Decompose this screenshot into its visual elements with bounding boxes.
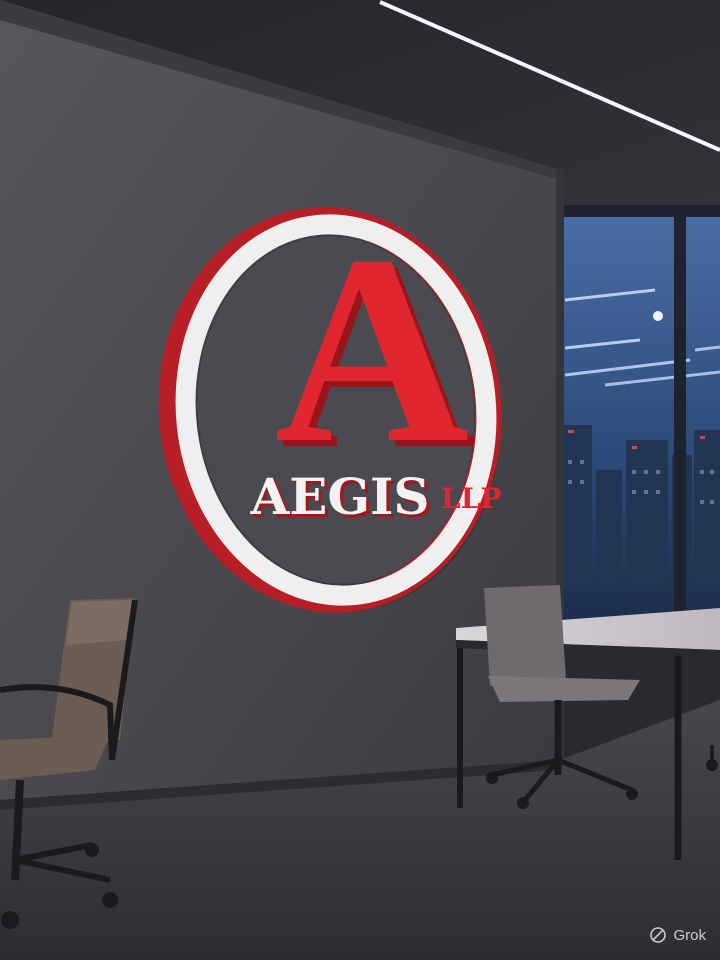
city-skyline: [562, 425, 720, 590]
grok-logo-icon: [650, 927, 667, 943]
watermark-label: Grok: [673, 926, 706, 944]
logo-name: AEGIS: [249, 467, 429, 526]
wall-ceiling-edge: [0, 0, 560, 180]
ceiling-light-strip: [379, 0, 720, 152]
office-chair-left: [0, 598, 138, 929]
watermark: Grok: [649, 926, 706, 944]
logo-sign: [158, 207, 502, 613]
office-chair-right: [484, 585, 640, 809]
logo-letter-shadow: A: [281, 206, 476, 505]
window-mullion: [674, 210, 686, 630]
logo-name-shadow: AEGIS: [252, 470, 432, 529]
logo-suffix: LLP: [441, 482, 501, 515]
logo-letter: A: [275, 200, 470, 499]
baseboard: [0, 760, 560, 810]
logo-text: A A AEGIS AEGIS LLP: [249, 200, 501, 529]
window: [556, 170, 720, 770]
